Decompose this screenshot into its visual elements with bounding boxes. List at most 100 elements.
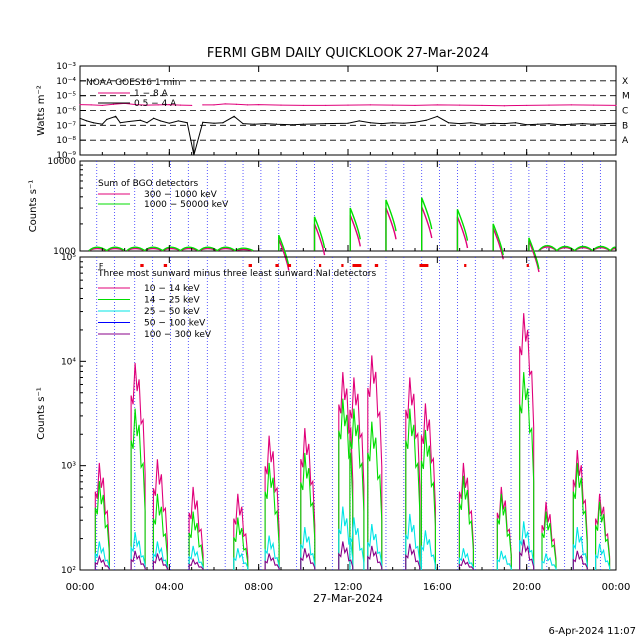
x-tick-label: 12:00	[334, 582, 363, 593]
goes-data-point	[347, 122, 349, 124]
goes-data-point	[101, 104, 103, 107]
goes-data-point	[436, 104, 438, 106]
nai-burst-line	[233, 517, 249, 570]
nai-burst-line	[94, 541, 110, 571]
flag-mark	[275, 264, 279, 267]
x-tick-label: 08:00	[244, 582, 273, 593]
y-tick-label: 10⁻⁴	[56, 77, 76, 87]
goes-legend-label: 1 − 8 A	[134, 89, 169, 99]
flare-class-label: B	[622, 121, 628, 131]
nai-burst-line	[264, 462, 280, 571]
nai-burst-line	[338, 372, 354, 571]
flag-mark	[287, 264, 292, 267]
nai-burst-line	[367, 421, 383, 570]
goes-data-point	[459, 123, 461, 125]
goes-data-point	[325, 104, 327, 107]
nai-burst-line	[458, 548, 474, 571]
nai-burst-line	[188, 545, 204, 571]
flag-mark	[419, 264, 429, 267]
goes-data-point	[347, 104, 349, 106]
nai-burst-line	[595, 501, 611, 570]
page-title: FERMI GBM DAILY QUICKLOOK 27-Mar-2024	[207, 46, 489, 61]
y-tick-label: 10⁻⁸	[56, 136, 76, 146]
flare-class-label: X	[622, 77, 628, 87]
goes-legend-label: 0.5 − 4 A	[134, 99, 177, 109]
y-tick-label: 10⁻⁷	[56, 121, 76, 131]
nai-burst-line	[94, 554, 110, 571]
nai-burst-line	[300, 527, 316, 570]
nai-burst-line	[541, 511, 557, 570]
nai-burst-line	[94, 462, 110, 571]
bgo-series-line	[88, 206, 617, 273]
nai-burst-line	[519, 521, 535, 571]
goes-data-point	[615, 122, 617, 124]
flag-mark	[374, 264, 379, 267]
goes-data-point	[224, 103, 226, 105]
goes-data-point	[202, 104, 204, 106]
goes-data-point	[570, 104, 572, 106]
goes-data-point	[135, 103, 137, 106]
flag-mark	[163, 264, 168, 267]
nai-burst-line	[420, 403, 436, 570]
nai-burst-line	[152, 459, 168, 570]
goes-data-point	[168, 122, 170, 124]
goes-data-point	[106, 118, 108, 121]
nai-burst-line	[233, 493, 249, 570]
nai-burst-line	[300, 548, 316, 570]
goes-data-point	[222, 122, 224, 124]
goes-data-point	[425, 119, 427, 121]
goes-data-point	[92, 122, 94, 124]
nai-y-axis-label: Counts s⁻¹	[36, 387, 47, 440]
bgo-y-axis-label: Counts s⁻¹	[28, 180, 39, 233]
nai-burst-line	[264, 535, 280, 571]
y-tick-label: 10000	[47, 157, 76, 167]
goes-data-point	[291, 124, 293, 126]
goes-data-point	[380, 123, 383, 125]
goes-data-point	[526, 104, 528, 107]
nai-burst-line	[349, 408, 365, 571]
nai-legend-label: 14 − 25 keV	[144, 296, 200, 306]
flag-mark	[140, 264, 144, 267]
goes-data-point	[258, 103, 260, 106]
goes-data-point	[253, 123, 255, 125]
x-tick-label: 00:00	[602, 582, 631, 593]
nai-burst-line	[130, 408, 146, 571]
nai-burst-line	[405, 513, 421, 571]
nai-burst-line	[496, 493, 512, 571]
flare-class-label: M	[622, 92, 630, 102]
flag-mark	[464, 264, 467, 267]
goes-data-point	[481, 104, 483, 107]
goes-data-point	[392, 122, 394, 124]
goes-data-point	[570, 123, 572, 125]
goes-data-point	[275, 123, 278, 125]
flag-label: F	[99, 262, 104, 271]
nai-burst-line	[152, 541, 168, 570]
nai-burst-line	[405, 377, 421, 571]
nai-burst-line	[130, 362, 146, 571]
nai-burst-line	[458, 557, 474, 571]
goes-data-point	[202, 121, 204, 123]
nai-burst-line	[188, 511, 204, 571]
x-tick-label: 16:00	[423, 582, 452, 593]
nai-burst-line	[152, 493, 168, 570]
goes-data-point	[246, 104, 249, 106]
x-tick-label: 04:00	[155, 582, 184, 593]
goes-data-point	[537, 123, 539, 125]
nai-burst-line	[94, 480, 110, 571]
nai-burst-line	[519, 539, 535, 571]
y-tick-label: 10⁴	[61, 357, 76, 367]
goes-data-point	[559, 124, 561, 126]
flag-mark	[341, 264, 344, 267]
goes-data-point	[447, 122, 450, 124]
goes-data-point	[159, 120, 161, 122]
nai-burst-line	[264, 435, 280, 571]
goes-data-point	[233, 115, 235, 118]
nai-burst-line	[458, 462, 474, 571]
goes-data-point	[593, 104, 595, 106]
nai-burst-line	[420, 429, 436, 570]
goes-data-point	[115, 115, 117, 118]
flag-mark	[318, 264, 322, 267]
nai-burst-line	[367, 524, 383, 570]
nai-legend-label: 100 − 300 keV	[144, 330, 212, 340]
